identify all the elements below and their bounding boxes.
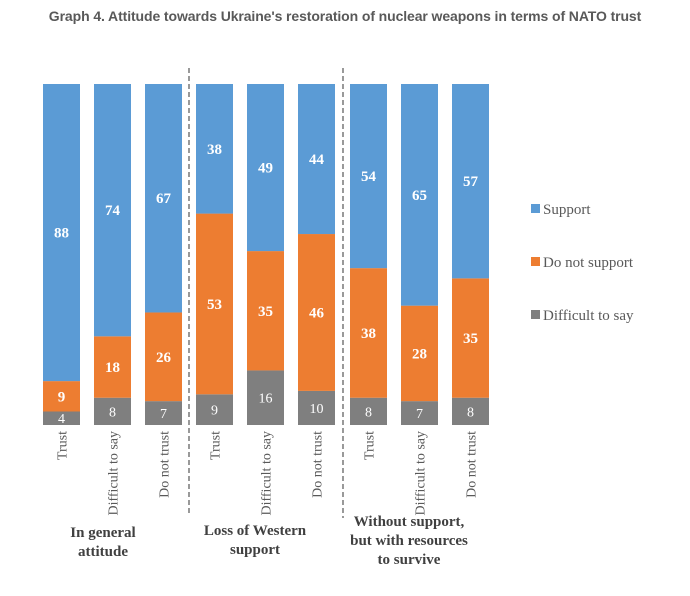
group-label: attitude: [78, 544, 128, 560]
category-label: Do not trust: [158, 431, 173, 498]
data-label-difficult-to-say: 7: [160, 407, 167, 422]
group-label: but with resources: [350, 533, 468, 549]
data-label-difficult-to-say: 4: [58, 412, 65, 427]
data-label-difficult-to-say: 10: [310, 402, 324, 417]
category-label: Do not trust: [311, 431, 326, 498]
data-label-do-not-support: 18: [105, 360, 120, 376]
bar-segment-difficult-to-say: [298, 390, 335, 425]
bar-segment-support: [247, 84, 284, 252]
data-label-do-not-support: 53: [207, 297, 222, 313]
data-label-difficult-to-say: 8: [467, 405, 474, 420]
data-label-do-not-support: 28: [412, 346, 427, 362]
bar-segment-support: [145, 84, 182, 313]
bar-segment-support: [94, 84, 131, 337]
legend-label-difficult-to-say: Difficult to say: [543, 308, 634, 324]
category-label: Trust: [56, 431, 71, 460]
bar-segment-do-not-support: [145, 312, 182, 402]
data-label-difficult-to-say: 16: [259, 392, 273, 407]
bar-segment-difficult-to-say: [401, 401, 438, 425]
bar-segment-do-not-support: [94, 336, 131, 398]
bar-segment-support: [196, 84, 233, 214]
bar-segment-support: [298, 84, 335, 235]
group-dividers: [188, 68, 344, 518]
group-label: support: [230, 542, 280, 558]
bars-layer: 4988818747266795338163549104644838547286…: [43, 84, 489, 427]
bar-segment-difficult-to-say: [350, 397, 387, 425]
bar-segment-difficult-to-say: [145, 401, 182, 425]
data-label-difficult-to-say: 9: [211, 404, 218, 419]
data-label-difficult-to-say: 7: [416, 407, 423, 422]
bar-segment-difficult-to-say: [43, 411, 80, 425]
category-label: Do not trust: [465, 431, 480, 498]
data-label-support: 38: [207, 142, 222, 158]
data-label-do-not-support: 26: [156, 350, 172, 366]
data-label-support: 67: [156, 191, 172, 207]
group-label: to survive: [378, 552, 441, 568]
data-label-do-not-support: 46: [309, 305, 325, 321]
category-label: Difficult to say: [107, 431, 122, 516]
legend: Support Do not support Difficult to say: [531, 202, 634, 324]
bar-segment-difficult-to-say: [94, 397, 131, 425]
data-label-support: 57: [463, 174, 479, 190]
group-label: Loss of Western: [204, 523, 307, 539]
legend-swatch-do-not-support: [531, 257, 540, 266]
legend-label-do-not-support: Do not support: [543, 255, 634, 271]
category-labels: Trust Difficult to say Do not trust Trust Di…: [56, 431, 480, 516]
bar-segment-difficult-to-say: [247, 370, 284, 425]
bar-segment-do-not-support: [350, 268, 387, 398]
data-label-support: 88: [54, 226, 69, 242]
group-labels: In general attitude Loss of Western support…: [70, 514, 468, 568]
data-label-support: 49: [258, 161, 273, 177]
group-label: Without support,: [354, 514, 465, 530]
legend-swatch-support: [531, 204, 540, 213]
data-label-difficult-to-say: 8: [365, 405, 372, 420]
bar-segment-do-not-support: [247, 251, 284, 371]
category-label: Trust: [363, 431, 378, 460]
bar-segment-support: [350, 84, 387, 269]
data-label-do-not-support: 35: [463, 331, 478, 347]
bar-segment-support: [452, 84, 489, 279]
bar-segment-do-not-support: [196, 213, 233, 395]
data-label-do-not-support: 9: [58, 389, 66, 405]
legend-swatch-difficult-to-say: [531, 310, 540, 319]
bar-segment-support: [401, 84, 438, 306]
bar-segment-do-not-support: [43, 381, 80, 412]
data-label-support: 44: [309, 152, 325, 168]
data-label-support: 54: [361, 169, 377, 185]
data-label-support: 74: [105, 203, 121, 219]
category-label: Trust: [209, 431, 224, 460]
bar-segment-do-not-support: [298, 234, 335, 391]
data-label-support: 65: [412, 188, 427, 204]
group-label: In general: [70, 525, 135, 541]
data-label-do-not-support: 38: [361, 326, 376, 342]
chart-title: Graph 4. Attitude towards Ukraine's rest…: [48, 8, 642, 24]
bar-segment-difficult-to-say: [452, 397, 489, 425]
category-label: Difficult to say: [260, 431, 275, 516]
bar-segment-support: [43, 84, 80, 382]
legend-label-support: Support: [543, 202, 591, 218]
bar-segment-difficult-to-say: [196, 394, 233, 425]
bar-segment-do-not-support: [452, 278, 489, 398]
category-label: Difficult to say: [414, 431, 429, 516]
data-label-do-not-support: 35: [258, 304, 273, 320]
bar-segment-do-not-support: [401, 305, 438, 402]
data-label-difficult-to-say: 8: [109, 405, 116, 420]
